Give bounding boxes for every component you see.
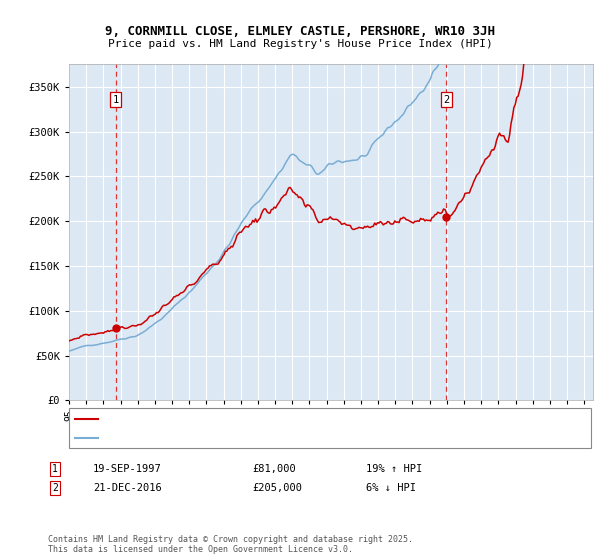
Text: HPI: Average price, semi-detached house, Wychavon: HPI: Average price, semi-detached house,… [102,433,384,442]
Text: 19-SEP-1997: 19-SEP-1997 [93,464,162,474]
Text: 6% ↓ HPI: 6% ↓ HPI [366,483,416,493]
Text: 1: 1 [52,464,58,474]
Text: £81,000: £81,000 [252,464,296,474]
Text: 2: 2 [443,95,449,105]
Text: £205,000: £205,000 [252,483,302,493]
Text: 9, CORNMILL CLOSE, ELMLEY CASTLE, PERSHORE, WR10 3JH (semi-detached house): 9, CORNMILL CLOSE, ELMLEY CASTLE, PERSHO… [102,414,527,423]
Text: 19% ↑ HPI: 19% ↑ HPI [366,464,422,474]
Text: 9, CORNMILL CLOSE, ELMLEY CASTLE, PERSHORE, WR10 3JH: 9, CORNMILL CLOSE, ELMLEY CASTLE, PERSHO… [105,25,495,38]
Text: Contains HM Land Registry data © Crown copyright and database right 2025.
This d: Contains HM Land Registry data © Crown c… [48,535,413,554]
Text: Price paid vs. HM Land Registry's House Price Index (HPI): Price paid vs. HM Land Registry's House … [107,39,493,49]
Text: 2: 2 [52,483,58,493]
Text: 21-DEC-2016: 21-DEC-2016 [93,483,162,493]
Text: 1: 1 [113,95,119,105]
